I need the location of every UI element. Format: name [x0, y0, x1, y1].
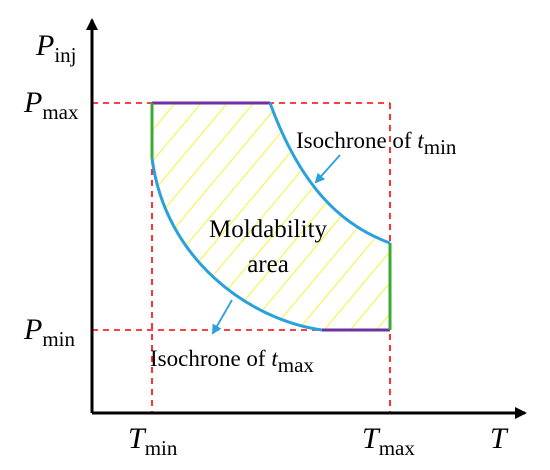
isochrone-tmax-label: Isochrone of tmax [150, 346, 314, 377]
moldability-area-label-line2: area [247, 251, 289, 278]
t-max-label-main: T [362, 422, 381, 455]
p-min-label: Pmin [23, 313, 75, 351]
isochrone-tmax-label-var: t [271, 346, 278, 371]
p-max-label-sub: max [42, 100, 79, 124]
isochrone-tmin-label-var: t [417, 128, 424, 153]
p-max-label-main: P [23, 86, 42, 119]
moldability-region [152, 103, 390, 330]
y-axis-label-main: P [35, 29, 54, 62]
p-max-label: Pmax [23, 86, 79, 124]
isochrone-tmax-label-text: Isochrone of [150, 346, 271, 371]
isochrone-tmax-curve [150, 157, 323, 332]
x-axis-label: T [490, 422, 509, 455]
t-min-label-sub: min [145, 436, 178, 460]
p-min-label-main: P [23, 313, 42, 346]
t-min-label: Tmin [128, 422, 178, 460]
y-axis-label-sub: inj [54, 43, 76, 67]
isochrone-tmax-pointer [212, 299, 233, 335]
t-max-label: Tmax [362, 422, 415, 460]
t-max-label-sub: max [379, 436, 416, 460]
isochrone-tmin-label-text: Isochrone of [296, 128, 417, 153]
y-axis-label: Pinj [35, 29, 77, 67]
isochrone-tmin-label-sub: min [424, 135, 457, 159]
isochrone-tmin-label: Isochrone of tmin [296, 128, 457, 159]
moldability-area-label-line1: Moldability [209, 216, 328, 243]
isochrone-tmax-label-sub: max [278, 353, 315, 377]
isochrone-tmin-curve [268, 102, 391, 245]
isochrone-tmin-pointer [314, 154, 341, 184]
p-min-label-sub: min [42, 327, 75, 351]
t-min-label-main: T [128, 422, 147, 455]
